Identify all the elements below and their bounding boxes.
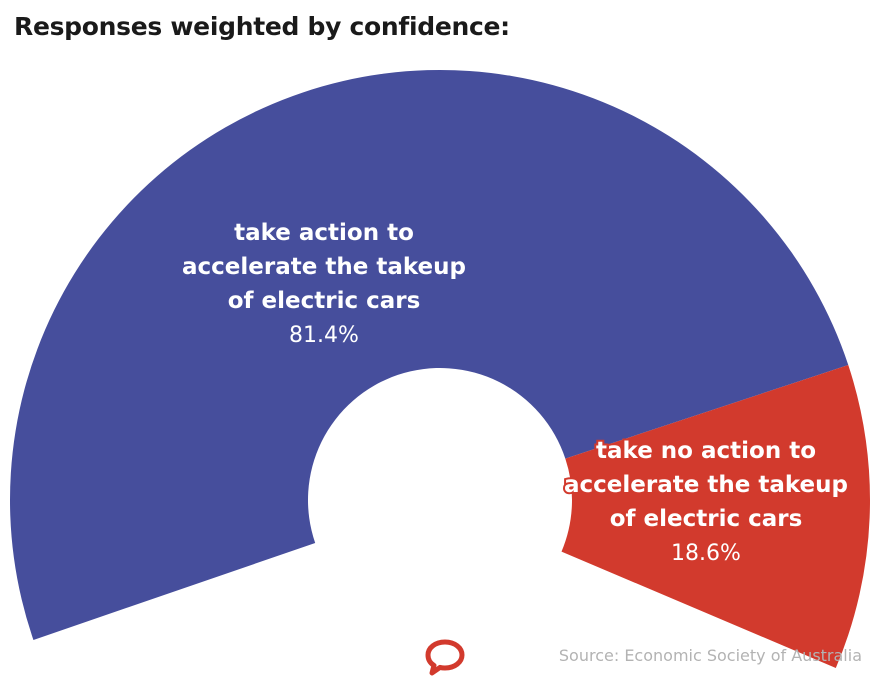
slice-2 <box>561 365 870 669</box>
slice-label-1: take action to accelerate the takeup of el… <box>182 220 466 348</box>
slice-1 <box>9 69 849 640</box>
chart-title: Responses weighted by confidence: <box>14 12 510 41</box>
slice-label-line: of electric cars <box>610 506 803 532</box>
speech-bubble-icon <box>425 639 465 676</box>
slice-label-line: accelerate the takeup <box>564 472 848 498</box>
slice-label-line: accelerate the takeup <box>182 254 466 280</box>
slice-label-line: take action to <box>234 220 414 246</box>
slice-label-line: of electric cars <box>228 288 421 314</box>
slice-label-line: take no action to <box>596 438 816 464</box>
slice-label-2: take no action to accelerate the takeup of… <box>562 436 850 566</box>
source-note: Source: Economic Society of Australia <box>558 646 862 665</box>
slice-value-label: 18.6% <box>671 541 741 566</box>
slice-value-label: 81.4% <box>289 323 359 348</box>
